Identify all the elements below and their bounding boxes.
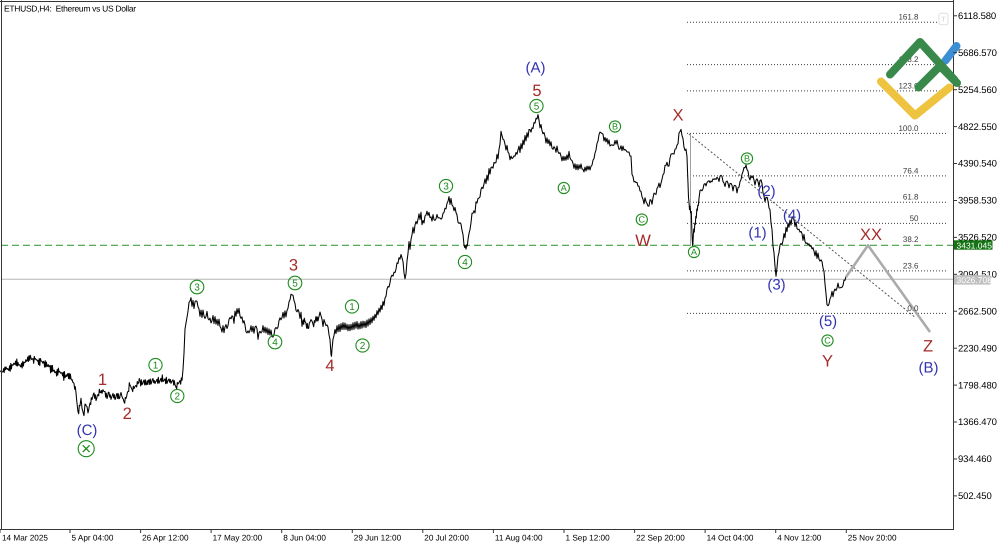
- svg-text:3094.510: 3094.510: [958, 270, 997, 281]
- svg-text:5686.570: 5686.570: [958, 48, 997, 59]
- svg-text:50: 50: [910, 214, 919, 223]
- svg-text:5: 5: [292, 279, 298, 290]
- svg-text:61.8: 61.8: [903, 193, 919, 202]
- svg-text:4 Nov 12:00: 4 Nov 12:00: [777, 534, 822, 543]
- svg-text:2: 2: [123, 405, 132, 423]
- svg-text:4: 4: [462, 258, 468, 269]
- svg-text:(5): (5): [819, 313, 837, 330]
- svg-text:6118.580: 6118.580: [958, 11, 996, 22]
- svg-text:4822.550: 4822.550: [958, 122, 997, 133]
- svg-text:(B): (B): [919, 360, 939, 377]
- svg-text:5254.560: 5254.560: [958, 85, 997, 96]
- svg-text:Z: Z: [923, 338, 933, 356]
- svg-text:76.4: 76.4: [903, 166, 919, 175]
- svg-text:1798.480: 1798.480: [958, 380, 997, 391]
- svg-text:38.2: 38.2: [903, 235, 919, 244]
- svg-text:(A): (A): [526, 60, 546, 77]
- svg-text:14 Mar 2025: 14 Mar 2025: [2, 534, 48, 543]
- svg-text:1366.470: 1366.470: [958, 417, 997, 428]
- svg-text:4: 4: [325, 357, 334, 375]
- svg-text:2662.500: 2662.500: [958, 306, 997, 317]
- svg-text:3: 3: [194, 283, 200, 294]
- svg-text:3431.045: 3431.045: [957, 241, 993, 251]
- svg-text:4390.540: 4390.540: [958, 159, 997, 170]
- svg-text:5: 5: [532, 82, 541, 100]
- svg-text:2230.490: 2230.490: [958, 343, 997, 354]
- svg-text:1: 1: [153, 361, 159, 372]
- svg-text:Y: Y: [822, 353, 833, 371]
- svg-text:(2): (2): [757, 183, 775, 200]
- svg-text:3026.708: 3026.708: [957, 275, 993, 285]
- svg-text:C: C: [824, 336, 831, 346]
- svg-text:5 Apr 04:00: 5 Apr 04:00: [72, 534, 114, 543]
- svg-text:11 Aug 04:00: 11 Aug 04:00: [495, 534, 543, 543]
- svg-text:3958.530: 3958.530: [958, 196, 997, 207]
- svg-text:161.8: 161.8: [898, 13, 919, 22]
- svg-text:3526.520: 3526.520: [958, 233, 997, 244]
- svg-text:25 Nov 20:00: 25 Nov 20:00: [848, 534, 897, 543]
- svg-text:C: C: [639, 215, 646, 225]
- svg-text:3: 3: [289, 257, 298, 275]
- svg-text:502.450: 502.450: [958, 491, 992, 502]
- svg-text:B: B: [612, 122, 618, 132]
- svg-text:2: 2: [360, 341, 366, 352]
- svg-text:2: 2: [175, 392, 181, 403]
- svg-text:123.6: 123.6: [898, 81, 919, 90]
- svg-text:T: T: [941, 17, 946, 24]
- svg-text:XX: XX: [860, 226, 882, 244]
- svg-text:26 Apr 12:00: 26 Apr 12:00: [142, 534, 189, 543]
- svg-text:B: B: [744, 154, 750, 164]
- svg-text:(C): (C): [77, 422, 98, 439]
- svg-text:8 Jun 04:00: 8 Jun 04:00: [283, 534, 326, 543]
- svg-text:1 Sep 12:00: 1 Sep 12:00: [566, 534, 611, 543]
- svg-text:A: A: [561, 183, 567, 193]
- svg-text:29 Jun 12:00: 29 Jun 12:00: [354, 534, 402, 543]
- svg-text:5: 5: [534, 102, 540, 113]
- svg-text:17 May 20:00: 17 May 20:00: [213, 534, 263, 543]
- svg-text:22 Sep 20:00: 22 Sep 20:00: [636, 534, 685, 543]
- svg-text:1: 1: [349, 302, 355, 313]
- svg-text:(4): (4): [783, 207, 801, 224]
- svg-text:(1): (1): [748, 225, 766, 242]
- svg-text:100.0: 100.0: [898, 124, 919, 133]
- svg-text:934.460: 934.460: [958, 454, 992, 465]
- svg-text:W: W: [635, 232, 651, 250]
- svg-text:20 Jul 20:00: 20 Jul 20:00: [424, 534, 469, 543]
- svg-text:0.0: 0.0: [907, 304, 919, 313]
- svg-text:14 Oct 04:00: 14 Oct 04:00: [707, 534, 754, 543]
- svg-text:(3): (3): [767, 277, 785, 294]
- svg-text:A: A: [691, 247, 697, 257]
- svg-text:X: X: [672, 107, 683, 125]
- svg-text:1: 1: [98, 371, 107, 389]
- svg-text:4: 4: [272, 338, 278, 349]
- svg-text:ETHUSD,H4: Ethereum vs US Dol: ETHUSD,H4: Ethereum vs US Dollar: [4, 4, 136, 14]
- svg-text:3: 3: [443, 182, 449, 193]
- svg-text:23.6: 23.6: [903, 261, 919, 270]
